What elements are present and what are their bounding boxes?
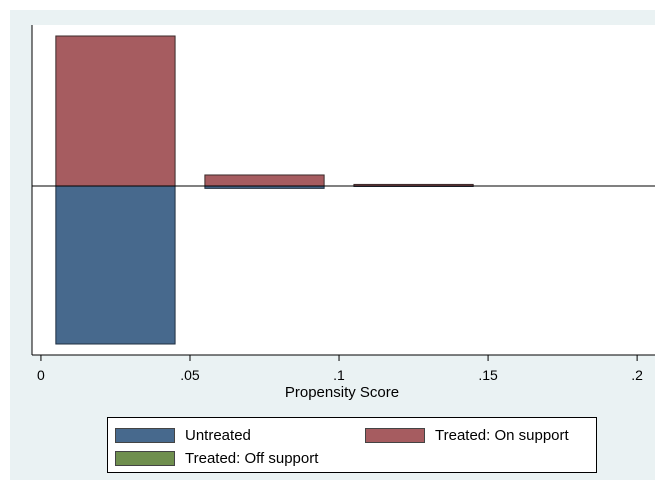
chart-svg: 0 .05 .1 .15 .2 Propensity Score (31, 25, 655, 401)
x-axis-title: Propensity Score (285, 384, 399, 401)
bar-treated-on-support-2 (204, 174, 325, 187)
legend-swatch-treated-off-support (115, 451, 175, 466)
bar-untreated-1 (55, 185, 176, 345)
x-tick-label-4: .15 (478, 367, 498, 383)
x-tick-label-3: .1 (333, 367, 345, 383)
x-tick-label-1: 0 (37, 367, 45, 383)
x-tick-label-5: .2 (631, 367, 643, 383)
legend-label-treated-off-support: Treated: Off support (185, 450, 319, 467)
bar-treated-on-support-1 (55, 35, 176, 187)
legend-label-treated-on-support: Treated: On support (435, 427, 569, 444)
legend: Untreated Treated: On support Treated: O… (107, 417, 597, 473)
bars-group (55, 35, 474, 345)
chart-frame: 0 .05 .1 .15 .2 Propensity Score Untreated T… (10, 10, 655, 480)
x-ticks-group: 0 .05 .1 .15 .2 (37, 355, 643, 383)
legend-swatch-treated-on-support (365, 428, 425, 443)
legend-item-untreated: Untreated (115, 427, 251, 444)
legend-item-treated-off-support: Treated: Off support (115, 450, 318, 467)
legend-swatch-untreated (115, 428, 175, 443)
legend-label-untreated: Untreated (185, 427, 251, 444)
legend-item-treated-on-support: Treated: On support (365, 427, 569, 444)
x-tick-label-2: .05 (180, 367, 200, 383)
